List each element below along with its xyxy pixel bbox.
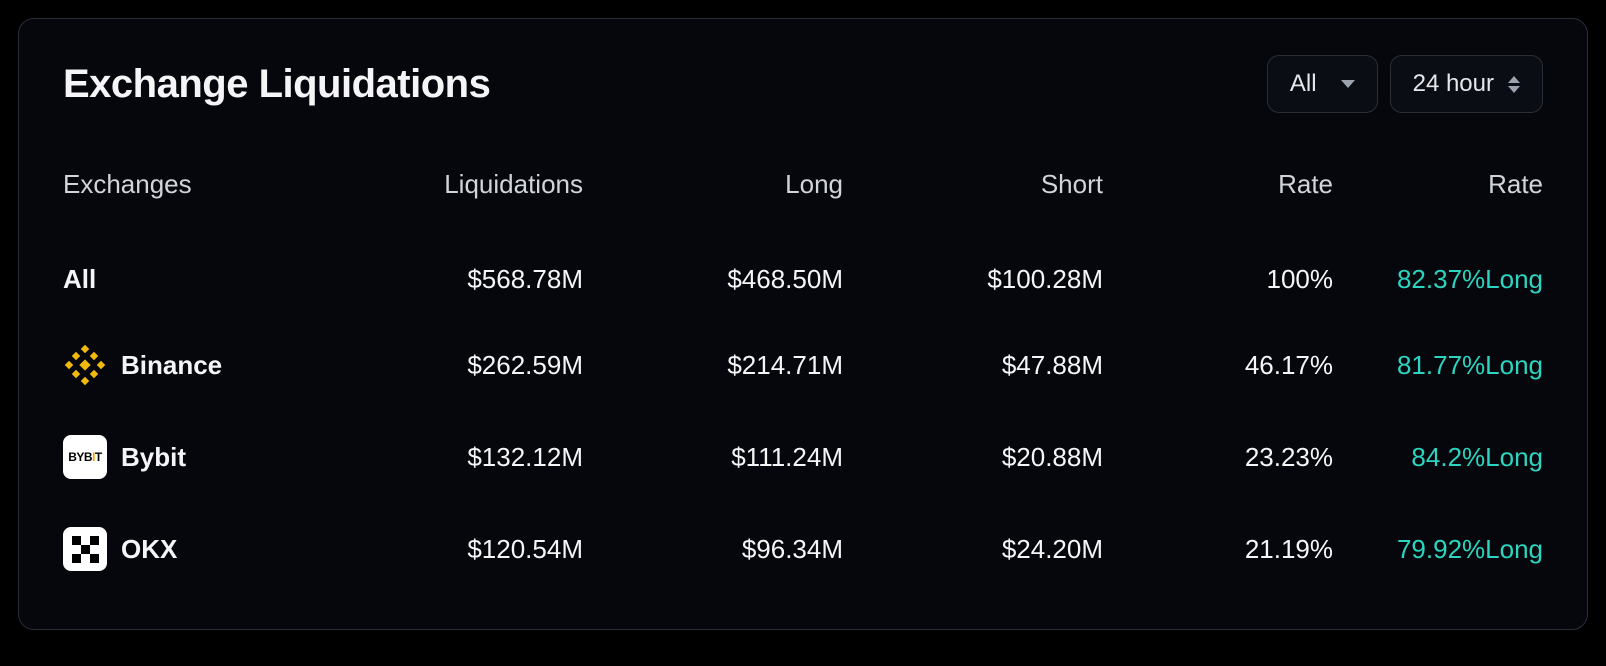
table-row[interactable]: OKX $120.54M$96.34M$24.20M21.19%79.92%Lon… <box>63 503 1543 595</box>
binance-icon <box>63 343 107 387</box>
filter-dropdown-label: All <box>1290 70 1317 98</box>
exchange-name: All <box>63 264 96 295</box>
exchange-cell: All <box>63 264 343 295</box>
liquidations-value: $568.78M <box>343 264 583 295</box>
liquidations-value: $262.59M <box>343 350 583 381</box>
exchange-name: Bybit <box>121 442 186 473</box>
long-value: $111.24M <box>583 442 843 473</box>
rate2-value: 79.92%Long <box>1333 534 1543 565</box>
rate-value: 21.19% <box>1103 534 1333 565</box>
timeframe-dropdown-label: 24 hour <box>1413 70 1494 98</box>
liquidations-panel: Exchange Liquidations All 24 hour Exchan… <box>18 18 1588 630</box>
table-header-row: Exchanges Liquidations Long Short Rate R… <box>63 169 1543 240</box>
filter-dropdown[interactable]: All <box>1267 55 1378 113</box>
bybit-icon: BYBIT <box>63 435 107 479</box>
rate2-value: 82.37%Long <box>1333 264 1543 295</box>
rate-value: 23.23% <box>1103 442 1333 473</box>
short-value: $24.20M <box>843 534 1103 565</box>
column-header-rate[interactable]: Rate <box>1103 169 1333 200</box>
table-row[interactable]: Binance $262.59M$214.71M$47.88M46.17%81.7… <box>63 319 1543 411</box>
long-value: $96.34M <box>583 534 843 565</box>
panel-controls: All 24 hour <box>1267 55 1543 113</box>
liquidations-value: $132.12M <box>343 442 583 473</box>
timeframe-dropdown[interactable]: 24 hour <box>1390 55 1543 113</box>
updown-icon <box>1508 76 1520 93</box>
okx-icon <box>63 527 107 571</box>
column-header-liquidations[interactable]: Liquidations <box>343 169 583 200</box>
panel-header: Exchange Liquidations All 24 hour <box>63 55 1543 113</box>
rate-value: 46.17% <box>1103 350 1333 381</box>
liquidations-value: $120.54M <box>343 534 583 565</box>
exchange-cell: OKX <box>63 527 343 571</box>
rate2-value: 81.77%Long <box>1333 350 1543 381</box>
exchange-cell: BYBIT Bybit <box>63 435 343 479</box>
caret-down-icon <box>1341 80 1355 88</box>
rate-value: 100% <box>1103 264 1333 295</box>
liquidations-table: Exchanges Liquidations Long Short Rate R… <box>63 169 1543 595</box>
rate2-value: 84.2%Long <box>1333 442 1543 473</box>
column-header-short[interactable]: Short <box>843 169 1103 200</box>
panel-title: Exchange Liquidations <box>63 62 490 107</box>
long-value: $214.71M <box>583 350 843 381</box>
short-value: $20.88M <box>843 442 1103 473</box>
exchange-name: Binance <box>121 350 222 381</box>
table-row[interactable]: All $568.78M$468.50M$100.28M100%82.37%Lon… <box>63 240 1543 319</box>
column-header-rate2[interactable]: Rate <box>1333 169 1543 200</box>
short-value: $100.28M <box>843 264 1103 295</box>
exchange-name: OKX <box>121 534 177 565</box>
short-value: $47.88M <box>843 350 1103 381</box>
long-value: $468.50M <box>583 264 843 295</box>
column-header-exchanges[interactable]: Exchanges <box>63 169 343 200</box>
exchange-cell: Binance <box>63 343 343 387</box>
table-row[interactable]: BYBIT Bybit$132.12M$111.24M$20.88M23.23%… <box>63 411 1543 503</box>
table-body: All $568.78M$468.50M$100.28M100%82.37%Lon… <box>63 240 1543 595</box>
column-header-long[interactable]: Long <box>583 169 843 200</box>
